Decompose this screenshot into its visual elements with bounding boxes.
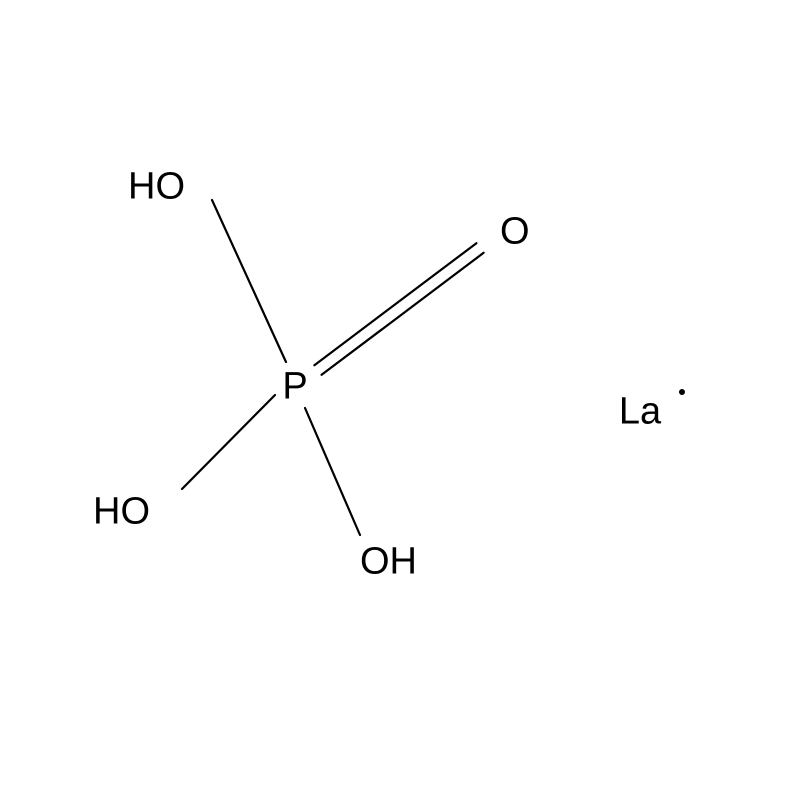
molecule-diagram: P O HO HO OH La — [0, 0, 800, 800]
bond-double — [322, 253, 484, 375]
atom-layer: P O HO HO OH La — [93, 165, 662, 582]
bond-single — [212, 200, 286, 362]
atom-label-oh_left: HO — [93, 490, 150, 532]
atom-label-oh_top: HO — [128, 165, 185, 207]
bond-layer — [182, 200, 484, 535]
bond-double — [314, 243, 476, 365]
bond-single — [182, 395, 275, 489]
atom-label-oh_bottom: OH — [360, 540, 417, 582]
radical-layer — [679, 389, 685, 395]
atom-label-o_dbl: O — [500, 210, 530, 252]
bond-single — [305, 408, 360, 535]
radical-dot — [679, 389, 685, 395]
atom-label-p: P — [282, 365, 307, 407]
atom-label-la: La — [619, 390, 662, 432]
